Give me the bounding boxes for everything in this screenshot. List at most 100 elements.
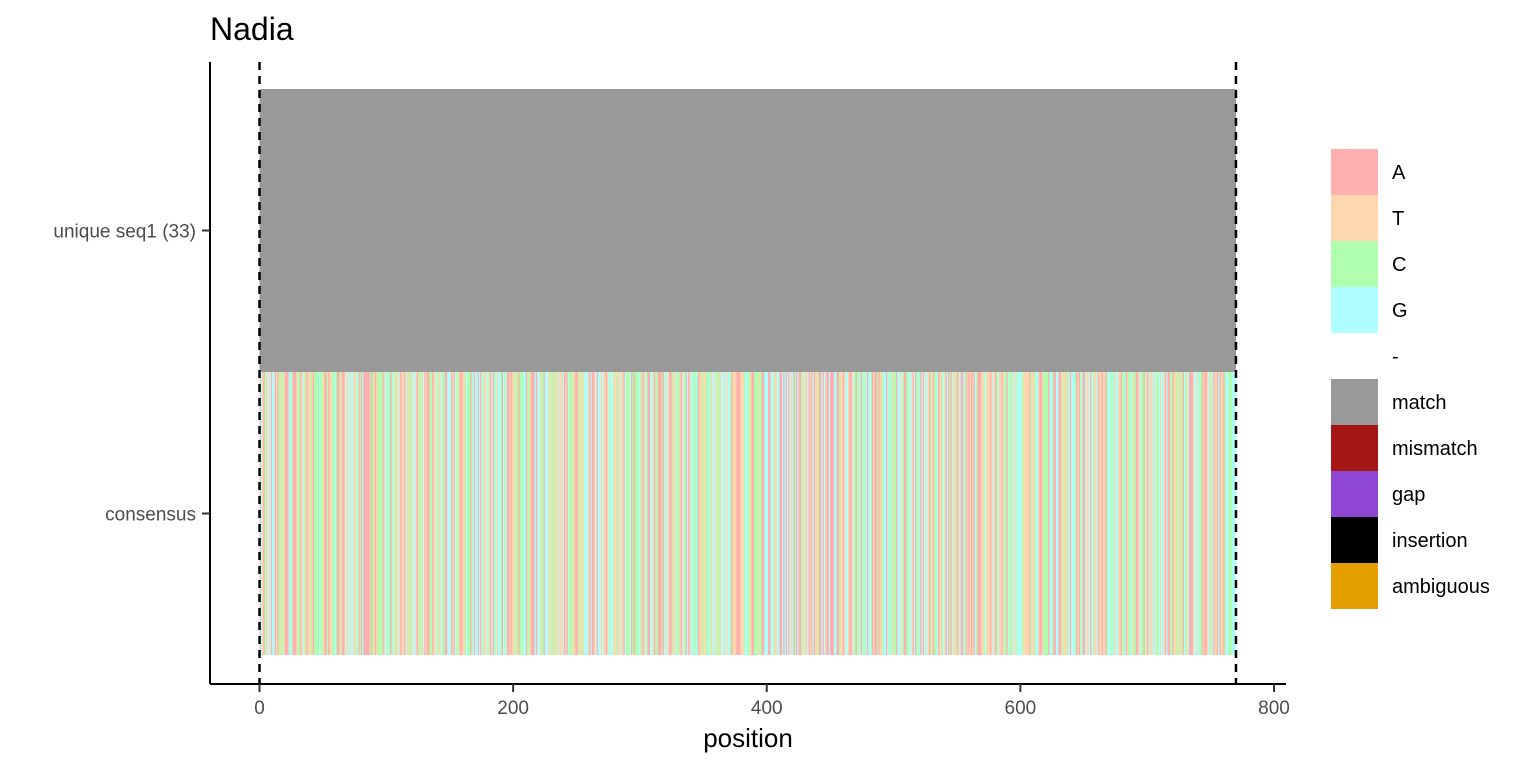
y-tick-label: consensus [105, 505, 196, 526]
consensus-base [781, 372, 784, 655]
consensus-base [298, 372, 301, 655]
consensus-base [406, 372, 409, 655]
consensus-base [908, 372, 911, 655]
consensus-base [858, 372, 860, 655]
consensus-base [448, 372, 451, 655]
consensus-base [896, 372, 898, 655]
consensus-base [1074, 372, 1077, 655]
consensus-base [888, 372, 891, 655]
consensus-base [717, 372, 719, 655]
consensus-base [883, 372, 886, 655]
consensus-base [1001, 372, 1003, 655]
consensus-base [803, 372, 806, 655]
consensus-base [274, 372, 277, 655]
consensus-base [884, 372, 887, 655]
consensus-base [1077, 372, 1080, 655]
consensus-base [445, 372, 448, 655]
consensus-base [854, 372, 856, 655]
consensus-base [842, 372, 845, 655]
consensus-base [691, 372, 694, 655]
consensus-base [775, 372, 778, 655]
consensus-base [1204, 372, 1206, 655]
consensus-base [359, 372, 362, 655]
consensus-base [353, 372, 355, 655]
consensus-base [1047, 372, 1049, 655]
consensus-base [825, 372, 827, 655]
consensus-base [633, 372, 636, 655]
consensus-base [589, 372, 591, 655]
consensus-base [1158, 372, 1161, 655]
consensus-base [926, 372, 929, 655]
consensus-base [402, 372, 405, 655]
consensus-base [979, 372, 982, 655]
consensus-base [595, 372, 598, 655]
consensus-base [1190, 372, 1192, 655]
consensus-base [1006, 372, 1009, 655]
consensus-base [622, 372, 624, 655]
consensus-base [821, 372, 823, 655]
consensus-base [282, 372, 284, 655]
consensus-base [1161, 372, 1163, 655]
x-tick-label: 400 [751, 698, 783, 719]
consensus-base [956, 372, 959, 655]
consensus-base [1220, 372, 1223, 655]
consensus-base [483, 372, 486, 655]
consensus-base [833, 372, 836, 655]
consensus-base [813, 372, 816, 655]
consensus-base [655, 372, 657, 655]
consensus-base [405, 372, 407, 655]
consensus-base [702, 372, 704, 655]
consensus-base [421, 372, 424, 655]
consensus-base [1111, 372, 1114, 655]
consensus-base [700, 372, 703, 655]
consensus-base [1107, 372, 1110, 655]
consensus-base [575, 372, 577, 655]
consensus-base [579, 372, 581, 655]
consensus-base [463, 372, 466, 655]
legend-label: G [1392, 300, 1408, 322]
consensus-base [1191, 372, 1194, 655]
consensus-base [330, 372, 333, 655]
consensus-base [1225, 372, 1228, 655]
consensus-base [948, 372, 950, 655]
consensus-base [865, 372, 868, 655]
consensus-base [1164, 372, 1167, 655]
consensus-base [729, 372, 732, 655]
legend-swatch [1331, 195, 1378, 241]
consensus-base [757, 372, 760, 655]
consensus-base [1036, 372, 1039, 655]
consensus-base [634, 372, 637, 655]
consensus-base [1020, 372, 1022, 655]
consensus-base [1093, 372, 1096, 655]
legend-label: - [1392, 346, 1399, 368]
consensus-base [514, 372, 517, 655]
consensus-base [614, 372, 617, 655]
consensus-base [722, 372, 724, 655]
consensus-base [1073, 372, 1076, 655]
consensus-base [485, 372, 487, 655]
consensus-base [325, 372, 328, 655]
consensus-base [639, 372, 642, 655]
consensus-base [263, 372, 265, 655]
consensus-base [770, 372, 773, 655]
consensus-base [837, 372, 840, 655]
consensus-base [651, 372, 653, 655]
legend-label: gap [1392, 484, 1425, 506]
consensus-base [542, 372, 544, 655]
consensus-base [584, 372, 586, 655]
consensus-base [1200, 372, 1203, 655]
consensus-base [537, 372, 539, 655]
consensus-base [502, 372, 505, 655]
consensus-base [410, 372, 413, 655]
consensus-base [872, 372, 874, 655]
consensus-base [562, 372, 565, 655]
consensus-base [1168, 372, 1171, 655]
consensus-base [1157, 372, 1159, 655]
consensus-base [860, 372, 863, 655]
consensus-base [1022, 372, 1025, 655]
consensus-base [1087, 372, 1090, 655]
consensus-base [435, 372, 438, 655]
consensus-base [1163, 372, 1166, 655]
consensus-base [1058, 372, 1061, 655]
consensus-base [510, 372, 513, 655]
